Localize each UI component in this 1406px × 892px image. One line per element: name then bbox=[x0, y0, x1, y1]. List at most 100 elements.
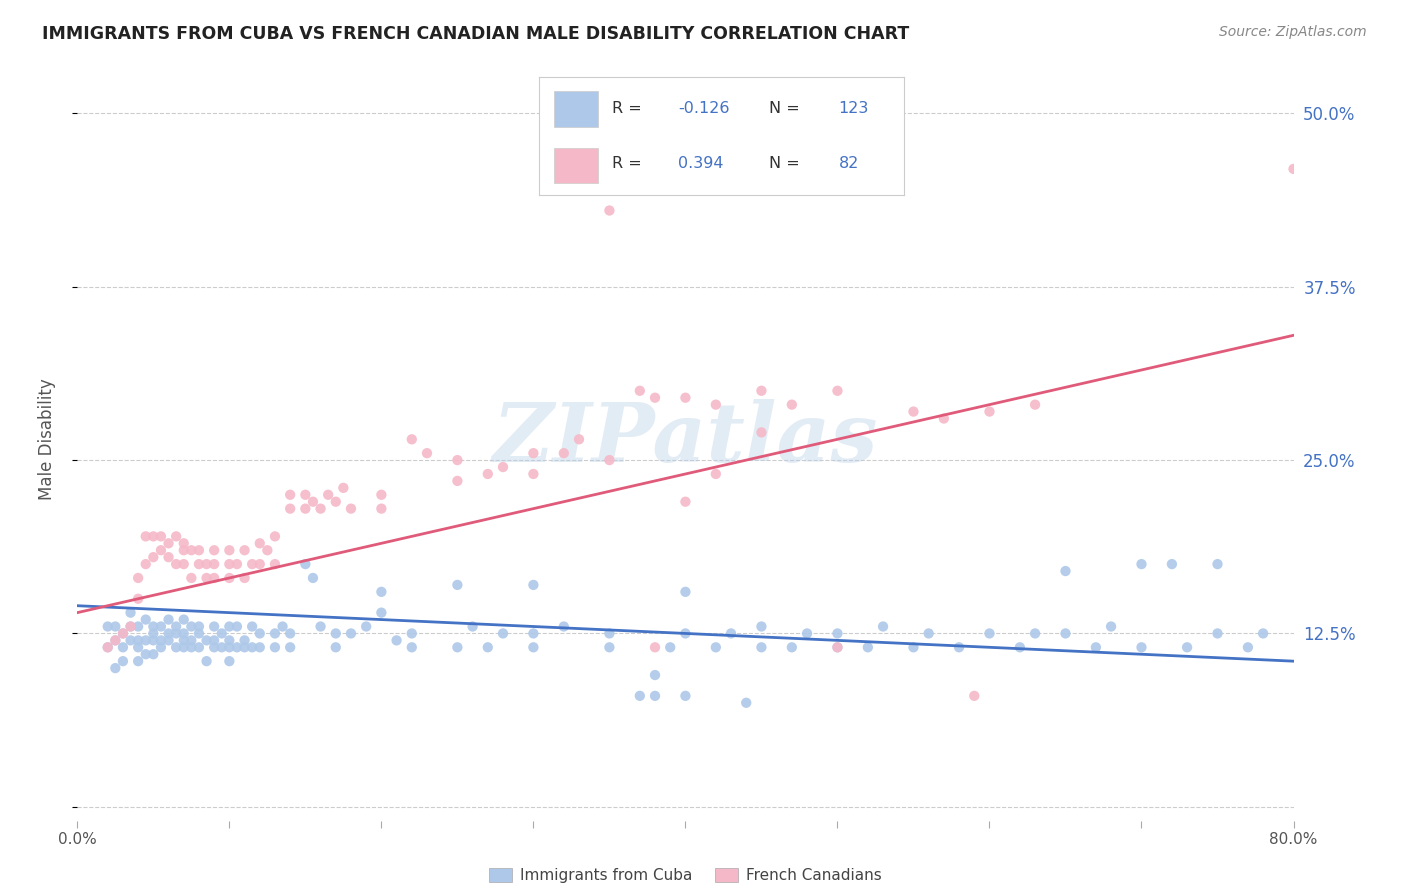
Point bbox=[675, 585, 697, 599]
Point bbox=[628, 384, 651, 398]
Point bbox=[195, 633, 218, 648]
Point bbox=[226, 640, 249, 655]
Point bbox=[294, 557, 316, 571]
Point bbox=[233, 543, 256, 558]
Point bbox=[903, 404, 925, 418]
Point bbox=[446, 640, 468, 655]
Point bbox=[1008, 640, 1031, 655]
Point bbox=[211, 626, 233, 640]
Point bbox=[522, 640, 544, 655]
Legend: Immigrants from Cuba, French Canadians: Immigrants from Cuba, French Canadians bbox=[484, 862, 887, 889]
Point bbox=[827, 384, 849, 398]
Point bbox=[278, 501, 301, 516]
Point bbox=[157, 626, 180, 640]
Point bbox=[294, 501, 316, 516]
Point bbox=[522, 626, 544, 640]
Point bbox=[675, 494, 697, 508]
Point bbox=[173, 633, 195, 648]
Point bbox=[180, 543, 202, 558]
Point bbox=[127, 654, 149, 668]
Point bbox=[135, 647, 157, 661]
Point bbox=[233, 633, 256, 648]
Point bbox=[240, 557, 263, 571]
Point bbox=[111, 626, 134, 640]
Point bbox=[1099, 619, 1122, 633]
Point bbox=[202, 557, 225, 571]
Point bbox=[354, 619, 377, 633]
Point bbox=[202, 633, 225, 648]
Point bbox=[104, 661, 127, 675]
Point bbox=[218, 557, 240, 571]
Point bbox=[401, 626, 423, 640]
Point bbox=[97, 640, 120, 655]
Point bbox=[195, 571, 218, 585]
Point bbox=[522, 578, 544, 592]
Point bbox=[127, 640, 149, 655]
Point bbox=[165, 529, 187, 543]
Point bbox=[1084, 640, 1107, 655]
Point bbox=[302, 494, 325, 508]
Point bbox=[173, 613, 195, 627]
Point bbox=[1024, 626, 1046, 640]
Point bbox=[370, 501, 392, 516]
Point bbox=[142, 529, 165, 543]
Point bbox=[644, 391, 666, 405]
Point bbox=[111, 654, 134, 668]
Point bbox=[142, 550, 165, 565]
Y-axis label: Male Disability: Male Disability bbox=[38, 378, 56, 500]
Point bbox=[218, 633, 240, 648]
Point bbox=[1130, 640, 1153, 655]
Point bbox=[751, 619, 773, 633]
Point bbox=[218, 654, 240, 668]
Point bbox=[704, 398, 727, 412]
Point bbox=[1054, 626, 1077, 640]
Point bbox=[370, 606, 392, 620]
Point bbox=[249, 557, 271, 571]
Point bbox=[385, 633, 408, 648]
Point bbox=[149, 640, 172, 655]
Point bbox=[135, 633, 157, 648]
Point bbox=[256, 543, 278, 558]
Point bbox=[872, 619, 894, 633]
Point bbox=[149, 543, 172, 558]
Point bbox=[157, 633, 180, 648]
Point bbox=[278, 626, 301, 640]
Point bbox=[120, 619, 142, 633]
Point bbox=[157, 550, 180, 565]
Point bbox=[120, 619, 142, 633]
Point bbox=[553, 619, 575, 633]
Point bbox=[135, 529, 157, 543]
Point bbox=[598, 640, 620, 655]
Point bbox=[127, 633, 149, 648]
Point bbox=[827, 640, 849, 655]
Point bbox=[370, 488, 392, 502]
Point bbox=[165, 557, 187, 571]
Point bbox=[1175, 640, 1198, 655]
Point bbox=[233, 640, 256, 655]
Point bbox=[1206, 626, 1229, 640]
Point bbox=[173, 557, 195, 571]
Point bbox=[173, 640, 195, 655]
Point bbox=[963, 689, 986, 703]
Point bbox=[142, 626, 165, 640]
Point bbox=[135, 613, 157, 627]
Point bbox=[598, 203, 620, 218]
Point bbox=[149, 619, 172, 633]
Point bbox=[492, 460, 515, 475]
Point bbox=[325, 640, 347, 655]
Point bbox=[157, 536, 180, 550]
Point bbox=[202, 543, 225, 558]
Point bbox=[1054, 564, 1077, 578]
Point bbox=[120, 633, 142, 648]
Point bbox=[218, 640, 240, 655]
Point bbox=[659, 640, 682, 655]
Point bbox=[492, 626, 515, 640]
Point bbox=[195, 654, 218, 668]
Point bbox=[325, 626, 347, 640]
Point bbox=[226, 619, 249, 633]
Point bbox=[780, 640, 803, 655]
Text: Source: ZipAtlas.com: Source: ZipAtlas.com bbox=[1219, 25, 1367, 39]
Text: IMMIGRANTS FROM CUBA VS FRENCH CANADIAN MALE DISABILITY CORRELATION CHART: IMMIGRANTS FROM CUBA VS FRENCH CANADIAN … bbox=[42, 25, 910, 43]
Point bbox=[173, 536, 195, 550]
Point bbox=[446, 453, 468, 467]
